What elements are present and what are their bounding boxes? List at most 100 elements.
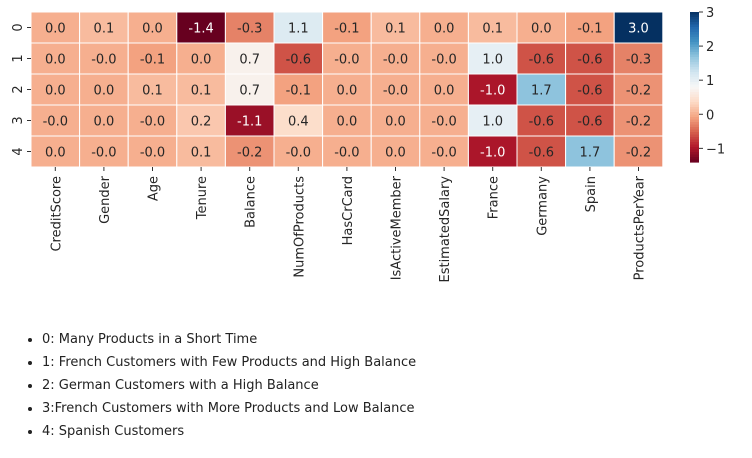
cell-value-label: 0.0 — [434, 22, 455, 37]
heatmap-cell — [30, 42, 81, 75]
colorbar-segment — [690, 144, 699, 148]
cell-value-label: -0.0 — [91, 53, 116, 68]
cell-value-label: -0.3 — [626, 53, 651, 68]
cell-value-label: -0.3 — [237, 22, 262, 37]
cell-value-label: -0.6 — [577, 84, 602, 99]
colorbar-segment — [690, 132, 699, 136]
cell-value-label: 0.0 — [94, 115, 115, 130]
cell-value-label: 0.0 — [337, 115, 358, 130]
legend-item: 4: Spanish Customers — [42, 420, 416, 443]
cell-value-label: -0.6 — [286, 53, 311, 68]
cell-value-label: -1.0 — [480, 84, 505, 99]
heatmap-cell — [224, 73, 275, 106]
heatmap-cell — [176, 135, 226, 168]
heatmap-cell — [322, 42, 372, 75]
x-tick-label: Gender — [98, 175, 113, 224]
heatmap-cell — [467, 104, 518, 137]
heatmap-cell-labels: 0.0 0.1 0.0 -1.4 -0.3 1.1 -0.1 0.1 0.0 0.1 0.0 -0.1… — [43, 22, 652, 161]
cell-value-label: -1.1 — [237, 115, 262, 130]
x-tick-label: Germany — [535, 176, 550, 236]
heatmap-cell — [419, 104, 469, 137]
cell-value-label: 0.0 — [45, 146, 66, 161]
heatmap-cell — [370, 11, 421, 44]
cell-value-label: -0.2 — [237, 146, 262, 161]
colorbar-segment — [690, 42, 699, 46]
colorbar-segment — [690, 117, 699, 121]
colorbar-segment — [690, 84, 699, 88]
cell-value-label: -0.1 — [334, 22, 359, 37]
cell-value-label: 0.7 — [239, 53, 260, 68]
heatmap-cell — [516, 104, 567, 137]
colorbar-segment — [690, 137, 699, 141]
colorbar-segment — [690, 14, 699, 18]
x-tick-label: NumOfProducts — [292, 176, 307, 278]
y-axis: 0 1 2 3 4 — [11, 23, 31, 156]
cell-value-label: -1.0 — [480, 146, 505, 161]
y-tick-label: 2 — [11, 85, 26, 93]
heatmap-cell — [370, 42, 421, 75]
heatmap-cell — [613, 42, 664, 75]
heatmap-cells — [30, 11, 664, 168]
heatmap-cell — [30, 104, 81, 137]
colorbar-segment — [690, 19, 699, 23]
colorbar-tick-label: −1 — [706, 142, 725, 157]
cell-value-label: 1.0 — [482, 115, 503, 130]
cell-value-label: 1.7 — [580, 146, 601, 161]
x-axis: CreditScore Gender Age Tenure Balance NumOfPr… — [49, 167, 648, 283]
colorbar-segment — [690, 142, 699, 146]
y-tick-label: 3 — [11, 116, 26, 124]
legend-item: 1: French Customers with Few Products an… — [42, 351, 416, 374]
colorbar: −1 0 1 2 3 — [690, 6, 725, 163]
colorbar-segment — [690, 77, 699, 81]
heatmap-cell — [127, 42, 178, 75]
heatmap-cell — [370, 104, 421, 137]
heatmap-cell — [613, 104, 664, 137]
colorbar-segment — [690, 69, 699, 73]
colorbar-segment — [690, 37, 699, 41]
x-tick-label: CreditScore — [49, 176, 64, 252]
colorbar-segment — [690, 122, 699, 126]
cell-value-label: -0.0 — [140, 146, 165, 161]
colorbar-segment — [690, 44, 699, 48]
heatmap-cell — [273, 104, 324, 137]
x-tick-label: EstimatedSalary — [438, 176, 453, 283]
colorbar-tick-label: 3 — [706, 6, 714, 21]
heatmap-cell — [127, 104, 178, 137]
colorbar-segment — [690, 82, 699, 86]
cell-value-label: -0.0 — [431, 115, 456, 130]
heatmap-cell — [273, 42, 324, 75]
heatmap-cell — [565, 11, 615, 44]
colorbar-segment — [690, 99, 699, 103]
legend-item: 0: Many Products in a Short Time — [42, 328, 416, 351]
heatmap-cell — [322, 104, 372, 137]
cell-value-label: 0.1 — [94, 22, 115, 37]
colorbar-segment — [690, 32, 699, 36]
colorbar-segment — [690, 22, 699, 26]
colorbar-segment — [690, 57, 699, 61]
x-tick-label: Spain — [584, 176, 599, 212]
colorbar-segment — [690, 34, 699, 38]
x-tick-label: ProductsPerYear — [633, 175, 648, 280]
colorbar-segment — [690, 47, 699, 51]
heatmap-cell — [419, 135, 469, 168]
heatmap-cell — [176, 42, 226, 75]
colorbar-segment — [690, 159, 699, 163]
colorbar-segment — [690, 59, 699, 63]
colorbar-segment — [690, 67, 699, 71]
cell-value-label: 0.0 — [385, 146, 406, 161]
colorbar-segment — [690, 149, 699, 153]
heatmap-cell — [322, 135, 372, 168]
heatmap-cell — [127, 135, 178, 168]
x-tick-label: Balance — [244, 176, 259, 228]
cell-value-label: 0.1 — [482, 22, 503, 37]
cell-value-label: 1.1 — [288, 22, 309, 37]
colorbar-segment — [690, 64, 699, 68]
cell-value-label: 3.0 — [628, 22, 649, 37]
colorbar-segment — [690, 52, 699, 56]
cell-value-label: 0.0 — [337, 84, 358, 99]
colorbar-segment — [690, 62, 699, 66]
cell-value-label: 0.0 — [191, 53, 212, 68]
cell-value-label: -0.6 — [529, 146, 554, 161]
cell-value-label: -0.2 — [626, 146, 651, 161]
heatmap-cell — [273, 11, 324, 44]
